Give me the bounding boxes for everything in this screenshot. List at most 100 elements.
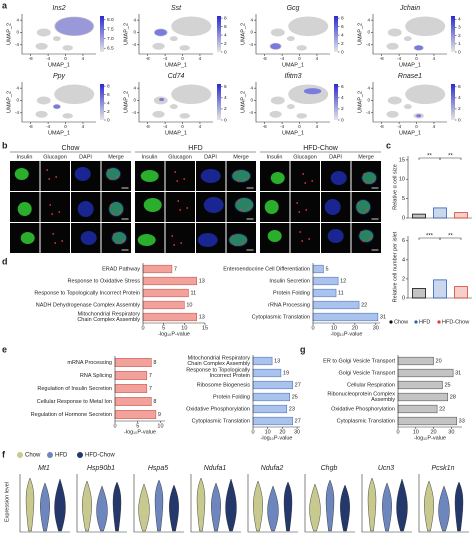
y-tick-label: -4 xyxy=(132,42,136,47)
x-axis-label: -log₁₀P-value xyxy=(331,331,363,337)
x-tick-label: 0 xyxy=(181,124,184,129)
gene-title: Ifitm3 xyxy=(284,73,301,80)
umap-cluster xyxy=(286,36,295,42)
channel-label: Glucagon xyxy=(43,154,67,160)
gene-title: Pcsk1n xyxy=(432,465,455,472)
axis xyxy=(247,474,298,533)
term-label: Protein Folding xyxy=(213,394,250,400)
colorbar-tick-label: 4 xyxy=(341,32,344,38)
colorbar-tick-label: 0 xyxy=(224,49,227,55)
value-label: 7 xyxy=(149,386,152,392)
gene-title: Sst xyxy=(171,5,182,12)
umap-cluster xyxy=(288,84,329,105)
x-tick-label: 0 xyxy=(311,325,314,331)
glucagon-stain xyxy=(238,200,241,202)
insulin-stain xyxy=(267,230,282,242)
x-tick-label: 10 xyxy=(265,429,271,435)
dapi-stain xyxy=(228,233,249,247)
dapi-stain xyxy=(108,201,125,217)
term-label: Mitochondrial Respiratory xyxy=(78,312,141,318)
glucagon-stain xyxy=(235,171,238,173)
colorbar-tick-label: 8 xyxy=(341,15,344,21)
term-label: Enteroendocrine Cell Differentiation xyxy=(223,266,310,272)
glucagon-stain xyxy=(241,242,244,244)
violin xyxy=(438,485,450,532)
axis xyxy=(418,474,469,533)
term-label: Response to Oxidative Stress xyxy=(68,278,141,284)
value-label: 10 xyxy=(186,302,192,308)
colorbar-tick-label: 2 xyxy=(458,106,461,112)
dapi-stain xyxy=(105,167,122,181)
legend-label: Chow xyxy=(25,453,41,459)
value-label: 13 xyxy=(274,358,280,364)
x-tick-label: 0 xyxy=(64,124,67,129)
bar xyxy=(252,404,288,414)
term-label: NADH Dehydrogenase Complex Assembly xyxy=(36,302,140,308)
micrograph xyxy=(290,161,320,191)
bar xyxy=(397,356,434,366)
umap-highlight xyxy=(154,29,167,36)
umap-cluster xyxy=(169,36,178,42)
y-axis-label: UMAP_2 xyxy=(123,91,129,113)
colorbar xyxy=(334,16,338,52)
glucagon-stain xyxy=(232,235,235,237)
violin xyxy=(253,480,263,532)
x-axis-label: UMAP_1 xyxy=(165,130,187,136)
y-axis-label: UMAP_2 xyxy=(6,23,12,45)
value-label: 31 xyxy=(455,370,461,376)
bar xyxy=(312,276,339,286)
y-axis-label: Expression level xyxy=(4,482,10,522)
umap-cluster xyxy=(387,28,402,37)
x-tick-label: 0 xyxy=(415,56,418,61)
bar xyxy=(252,368,282,378)
y-tick-label: 0 xyxy=(16,98,19,103)
bar xyxy=(397,404,438,414)
term-label: Incorrect Protein xyxy=(210,373,250,379)
colorbar-tick-label: 6 xyxy=(224,84,227,90)
glucagon-stain xyxy=(171,235,174,237)
umap-cluster xyxy=(405,84,446,105)
violin xyxy=(169,484,179,532)
gene-title: Hsp90b1 xyxy=(87,465,115,472)
glucagon-stain xyxy=(174,171,177,173)
glucagon-stain xyxy=(177,200,180,202)
x-tick-label: 0 xyxy=(64,56,67,61)
umap-cluster xyxy=(179,45,190,51)
colorbar-tick-label: 4 xyxy=(341,95,344,101)
term-label: Ribosome Biogenesis xyxy=(197,382,250,388)
x-tick-label: 10 xyxy=(157,423,163,429)
glucagon-stain xyxy=(49,204,52,206)
umap-cluster xyxy=(152,110,165,118)
term-label: Cytoplasmic Translation xyxy=(192,418,250,424)
x-tick-label: -8 xyxy=(29,124,33,129)
gene-title: Ndufa1 xyxy=(204,465,227,472)
x-axis-label: UMAP_1 xyxy=(282,130,304,136)
violin xyxy=(267,485,279,532)
gene-title: Gcg xyxy=(287,5,300,12)
x-tick-label: 4 xyxy=(316,124,319,129)
y-tick-label: 0 xyxy=(402,215,405,221)
glucagon-stain xyxy=(237,180,240,182)
glucagon-stain xyxy=(109,178,112,180)
colorbar-tick-label: 2 xyxy=(107,109,110,115)
glucagon-stain xyxy=(296,202,299,204)
x-axis-label: UMAP_1 xyxy=(399,62,421,68)
axis xyxy=(372,82,447,123)
axis xyxy=(361,474,412,533)
colorbar-tick-label: 2 xyxy=(341,106,344,112)
term-label: Response to Topologically xyxy=(186,368,250,374)
bar xyxy=(114,410,157,419)
x-axis-label: -log₁₀P-value xyxy=(124,429,156,435)
value-label: 33 xyxy=(459,418,465,424)
value-label: 7 xyxy=(149,373,152,379)
term-label: mRNA Processing xyxy=(67,360,112,366)
bar xyxy=(312,264,324,274)
umap-highlight xyxy=(53,104,61,109)
group-label: Chow xyxy=(62,145,81,152)
bar xyxy=(252,380,293,390)
colorbar-tick-label: 3 xyxy=(458,25,461,31)
term-label: Regulation of Insulin Secretion xyxy=(37,386,112,392)
glucagon-stain xyxy=(366,209,369,211)
colorbar-tick-label: 0 xyxy=(224,117,227,123)
x-tick-label: -8 xyxy=(29,56,33,61)
